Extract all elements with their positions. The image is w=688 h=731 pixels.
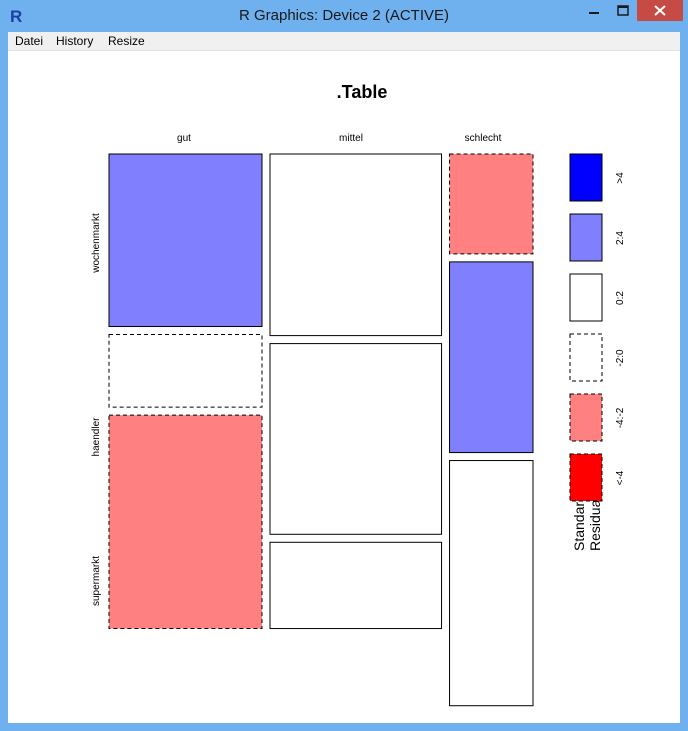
legend-swatch-2 — [569, 273, 603, 322]
close-button[interactable] — [637, 0, 683, 21]
mosaic-tiles — [108, 153, 534, 707]
minimize-button[interactable] — [580, 0, 610, 22]
mosaic-tile-haendler-schlecht — [449, 261, 534, 454]
row-label-haendler: haendler — [91, 417, 102, 457]
column-label-mittel: mittel — [339, 133, 363, 144]
residual-legend: Standardized Residuals: >42:40:2-2:0-4:-… — [569, 153, 626, 551]
legend-label-4: -4:-2 — [615, 407, 626, 428]
legend-swatch-3 — [569, 333, 603, 382]
legend-label-3: -2:0 — [615, 349, 626, 367]
legend-swatch-0 — [569, 153, 603, 202]
legend-label-5: <-4 — [615, 470, 626, 485]
column-label-schlecht: schlecht — [465, 133, 502, 144]
mosaic-tile-haendler-mittel — [269, 343, 443, 535]
row-label-supermarkt: supermarkt — [91, 556, 102, 606]
legend-swatch-4 — [569, 393, 603, 442]
mosaic-tile-wochenmarkt-schlecht — [449, 153, 534, 255]
window-title: R Graphics: Device 2 (ACTIVE) — [238, 7, 450, 24]
mosaic-tile-supermarkt-gut — [108, 414, 263, 630]
legend-label-2: 0:2 — [615, 291, 626, 305]
maximize-button[interactable] — [608, 0, 638, 22]
legend-label-1: 2:4 — [615, 231, 626, 245]
legend-swatch-5 — [569, 453, 603, 502]
legend-label-0: >4 — [615, 172, 626, 184]
mosaic-tile-wochenmarkt-mittel — [269, 153, 443, 337]
menu-resize[interactable]: Resize — [108, 34, 145, 48]
svg-text:R: R — [10, 7, 22, 26]
mosaic-tile-haendler-gut — [108, 334, 263, 408]
title-bar: R R Graphics: Device 2 (ACTIVE) — [0, 0, 688, 32]
legend-swatch-1 — [569, 213, 603, 262]
menu-bar: Datei History Resize — [8, 32, 680, 51]
plot-title: .Table — [337, 82, 388, 102]
menu-datei[interactable]: Datei — [15, 34, 44, 48]
plot-canvas: .Table gut mittel schlecht wochenmarkt h… — [8, 51, 680, 723]
r-logo-icon: R — [10, 7, 22, 26]
menu-history[interactable]: History — [56, 34, 94, 48]
row-label-wochenmarkt: wochenmarkt — [91, 213, 102, 274]
mosaic-tile-wochenmarkt-gut — [108, 153, 263, 328]
column-label-gut: gut — [177, 133, 191, 144]
mosaic-tile-supermarkt-schlecht — [449, 460, 534, 707]
mosaic-plot: .Table gut mittel schlecht wochenmarkt h… — [91, 82, 626, 707]
mosaic-tile-supermarkt-mittel — [269, 541, 443, 630]
